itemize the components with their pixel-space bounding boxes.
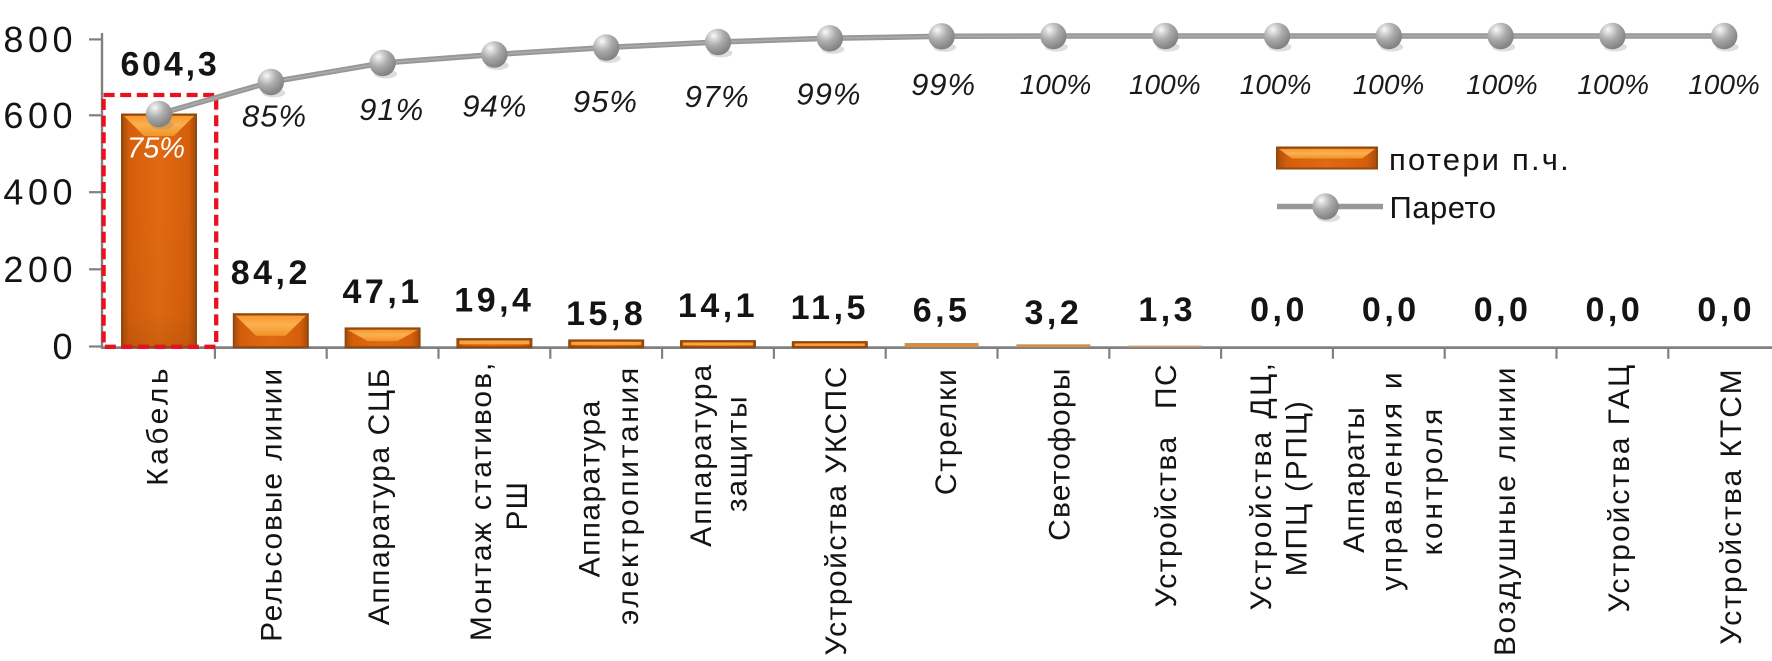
svg-text:604,3: 604,3 <box>120 46 219 84</box>
svg-text:1,3: 1,3 <box>1138 291 1196 329</box>
svg-text:Воздушные линии: Воздушные линии <box>1489 365 1522 656</box>
svg-text:РШ: РШ <box>501 481 534 531</box>
svg-text:14,1: 14,1 <box>678 287 758 325</box>
svg-text:3,2: 3,2 <box>1025 294 1083 332</box>
svg-text:0,0: 0,0 <box>1250 291 1308 329</box>
svg-text:15,8: 15,8 <box>566 295 646 333</box>
svg-text:19,4: 19,4 <box>454 282 534 320</box>
svg-text:Устройства ДЦ,: Устройства ДЦ, <box>1245 361 1278 611</box>
svg-text:защиты: защиты <box>721 395 754 512</box>
svg-text:0,0: 0,0 <box>1474 291 1532 329</box>
svg-text:94%: 94% <box>462 89 527 124</box>
svg-text:Стрелки: Стрелки <box>930 367 963 495</box>
svg-text:Светофоры: Светофоры <box>1044 367 1077 540</box>
svg-text:0,0: 0,0 <box>1586 291 1644 329</box>
svg-text:Устройства ГАЦ: Устройства ГАЦ <box>1603 363 1636 613</box>
svg-text:100%: 100% <box>1688 69 1760 100</box>
svg-text:100%: 100% <box>1240 69 1312 100</box>
svg-text:6,5: 6,5 <box>913 292 971 330</box>
svg-text:Монтаж стативов,: Монтаж стативов, <box>465 361 498 642</box>
svg-text:400: 400 <box>3 172 77 213</box>
svg-text:75%: 75% <box>127 133 185 165</box>
svg-text:100%: 100% <box>1353 69 1425 100</box>
svg-text:0,0: 0,0 <box>1697 291 1755 329</box>
svg-text:100%: 100% <box>1020 69 1092 100</box>
svg-text:0: 0 <box>52 326 77 367</box>
svg-text:95%: 95% <box>573 84 638 119</box>
svg-text:100%: 100% <box>1466 69 1538 100</box>
svg-text:99%: 99% <box>796 77 861 112</box>
svg-text:потери п.ч.: потери п.ч. <box>1389 142 1571 177</box>
svg-text:85%: 85% <box>242 99 307 134</box>
svg-text:Устройства УКСПС: Устройства УКСПС <box>820 365 853 655</box>
svg-text:91%: 91% <box>359 92 424 127</box>
svg-text:Аппараты: Аппараты <box>1338 406 1371 553</box>
svg-text:контроля: контроля <box>1416 406 1449 555</box>
svg-text:0,0: 0,0 <box>1362 291 1420 329</box>
svg-text:электропитания: электропитания <box>612 365 645 625</box>
svg-text:97%: 97% <box>685 79 750 114</box>
svg-text:Устройства ПС: Устройства ПС <box>1150 363 1183 608</box>
svg-text:управления и: управления и <box>1376 370 1409 591</box>
svg-text:Устройства КТСМ: Устройства КТСМ <box>1715 367 1748 644</box>
svg-text:Кабель: Кабель <box>142 365 175 486</box>
svg-text:99%: 99% <box>911 67 976 102</box>
svg-text:84,2: 84,2 <box>231 254 311 292</box>
svg-text:Аппаратура СЦБ: Аппаратура СЦБ <box>363 367 396 625</box>
svg-text:200: 200 <box>3 249 77 290</box>
svg-text:800: 800 <box>3 19 77 60</box>
svg-text:Парето: Парето <box>1390 190 1497 225</box>
svg-text:100%: 100% <box>1577 69 1649 100</box>
svg-text:47,1: 47,1 <box>343 273 423 311</box>
svg-text:Рельсовые линии: Рельсовые линии <box>255 367 288 642</box>
svg-text:11,5: 11,5 <box>791 289 869 327</box>
svg-text:600: 600 <box>3 95 77 136</box>
svg-text:МПЦ (РПЦ): МПЦ (РПЦ) <box>1281 399 1314 576</box>
svg-text:Аппаратура: Аппаратура <box>685 363 718 547</box>
svg-text:100%: 100% <box>1129 69 1201 100</box>
svg-text:Аппаратура: Аппаратура <box>574 399 607 577</box>
